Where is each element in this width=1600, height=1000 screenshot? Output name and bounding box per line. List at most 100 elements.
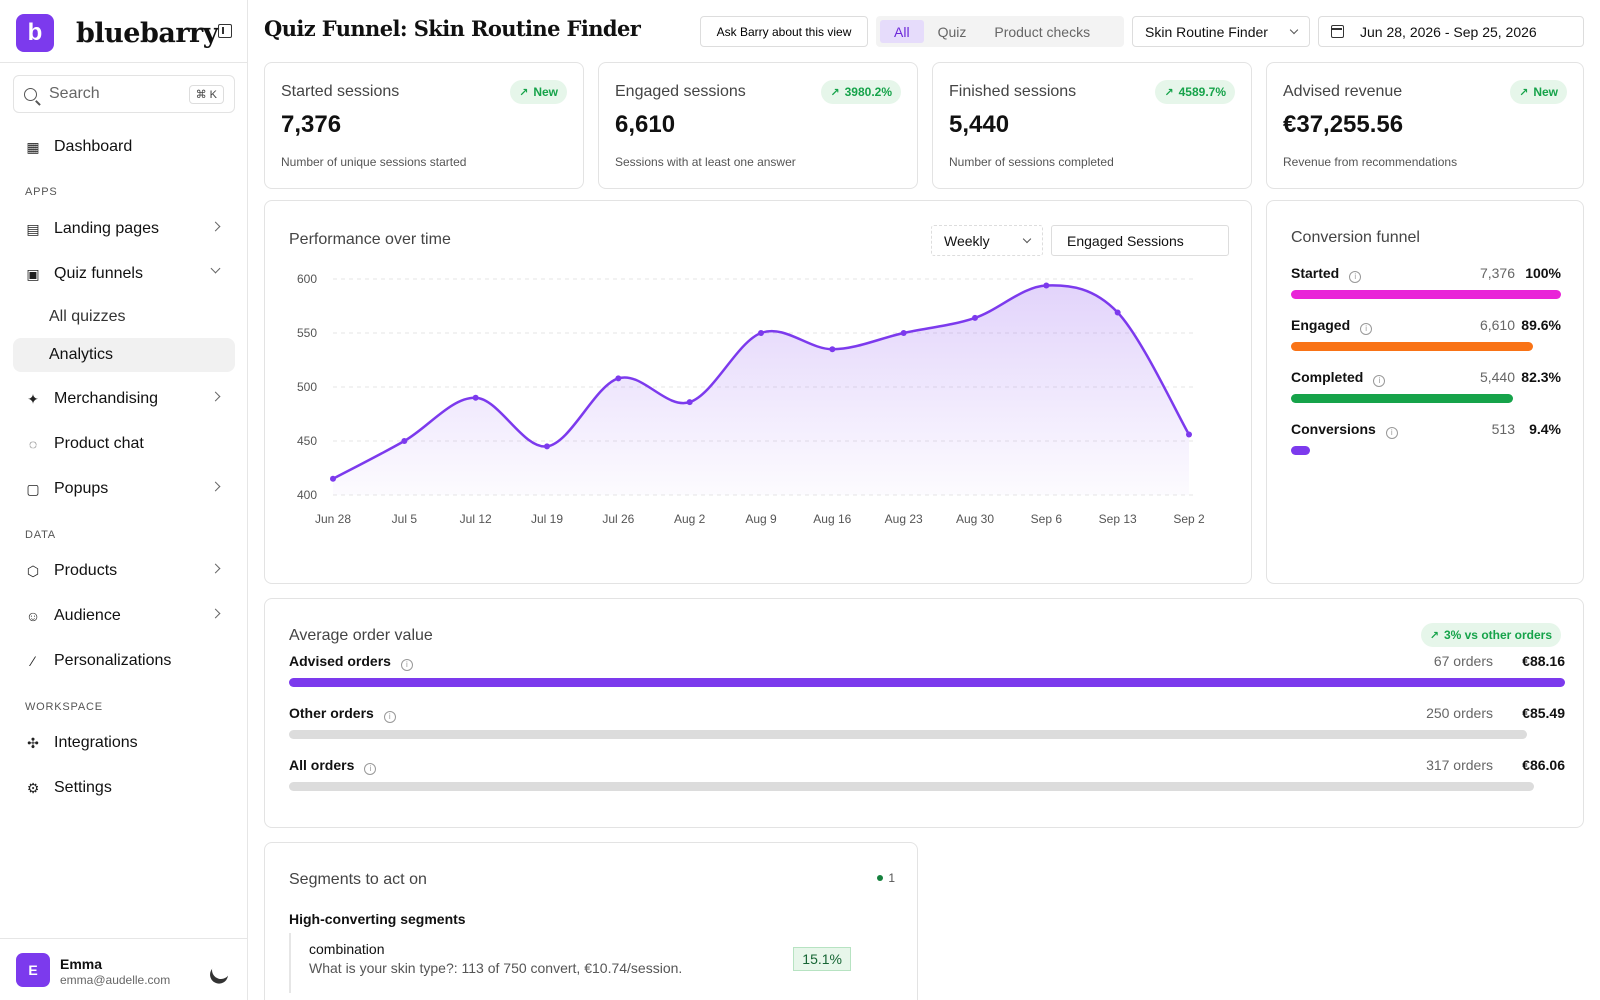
aov-order-count: 250 orders <box>1426 705 1493 721</box>
x-tick-label: Jul 5 <box>392 512 418 526</box>
funnel-row-engaged: Engaged i 6,610 89.6% <box>1291 317 1561 357</box>
funnel-percent: 9.4% <box>1529 421 1561 437</box>
series-area <box>333 285 1189 495</box>
sidebar-item-dashboard[interactable]: ▦ Dashboard <box>13 130 235 164</box>
search-input[interactable]: Search ⌘ K <box>13 75 235 113</box>
aov-bar <box>289 678 1565 687</box>
interval-select[interactable]: Weekly <box>931 225 1043 256</box>
data-point[interactable] <box>972 314 978 321</box>
filter-all[interactable]: All <box>880 20 924 43</box>
info-icon[interactable]: i <box>1373 375 1386 387</box>
user-name: Emma <box>60 956 103 972</box>
segment-item[interactable]: combination What is your skin type?: 113… <box>289 933 879 993</box>
sidebar-item-integrations[interactable]: ✣ Integrations <box>13 726 235 760</box>
interval-value: Weekly <box>944 232 990 249</box>
performance-card: Performance over time Weekly Engaged Ses… <box>264 200 1252 584</box>
filter-quiz[interactable]: Quiz <box>937 23 967 40</box>
sidebar-item-personalizations[interactable]: ⁄ Personalizations <box>13 644 235 678</box>
moon-icon[interactable] <box>209 958 234 983</box>
wand-icon: ⁄ <box>31 653 35 669</box>
metric-select[interactable]: Engaged Sessions <box>1051 225 1229 256</box>
chevron-right-icon <box>210 391 221 402</box>
chat-icon: ◌ <box>28 436 38 452</box>
filter-product-checks[interactable]: Product checks <box>994 23 1091 40</box>
performance-title: Performance over time <box>289 231 451 248</box>
funnel-bar <box>1291 394 1513 403</box>
ask-barry-button[interactable]: Ask Barry about this view <box>700 16 868 47</box>
kpi-value: €37,255.56 <box>1283 111 1404 138</box>
aov-order-count: 317 orders <box>1426 757 1493 773</box>
data-point[interactable] <box>615 375 622 382</box>
info-icon[interactable]: i <box>1349 271 1362 283</box>
kpi-card-revenue: Advised revenue ↗ New €37,255.56 Revenue … <box>1266 62 1584 189</box>
sidebar-item-audience[interactable]: ☺ Audience <box>13 599 235 633</box>
kpi-card-engaged: Engaged sessions ↗ 3980.2% 6,610 Sessions… <box>598 62 918 189</box>
data-point[interactable] <box>686 399 693 406</box>
user-profile[interactable]: E Emma emma@audelle.com <box>0 938 248 1000</box>
chevron-right-icon <box>210 563 221 574</box>
data-point[interactable] <box>1186 431 1192 438</box>
aov-label: All orders i <box>289 757 377 775</box>
funnel-percent: 89.6% <box>1521 317 1561 333</box>
info-icon[interactable]: i <box>383 711 396 723</box>
sidebar-item-analytics[interactable]: Analytics <box>13 338 235 372</box>
arrow-up-right-icon: ↗ <box>1429 629 1439 642</box>
sidebar-item-merchandising[interactable]: ✦ Merchandising <box>13 382 235 416</box>
data-point[interactable] <box>330 475 336 482</box>
data-point[interactable] <box>900 330 907 336</box>
chevron-right-icon <box>210 221 221 232</box>
sidebar-item-label: Products <box>54 562 118 579</box>
sidebar-collapse-icon[interactable] <box>218 24 232 38</box>
data-point[interactable] <box>758 330 764 336</box>
data-point[interactable] <box>401 438 408 444</box>
sidebar-item-label: Popups <box>54 480 109 497</box>
x-tick-label: Sep 13 <box>1099 512 1137 526</box>
funnel-count: 7,376 <box>1479 265 1515 281</box>
data-point[interactable] <box>472 394 479 401</box>
x-tick-label: Aug 9 <box>745 512 777 526</box>
sidebar-item-label: Landing pages <box>54 220 159 237</box>
calendar-icon <box>1331 25 1344 38</box>
info-icon[interactable]: i <box>400 659 413 671</box>
data-point[interactable] <box>1043 282 1050 289</box>
funnel-label: Conversions i <box>1291 421 1398 439</box>
aov-value: €86.06 <box>1522 757 1565 773</box>
x-tick-label: Jul 19 <box>531 512 563 526</box>
sidebar-item-popups[interactable]: ▢ Popups <box>13 472 235 506</box>
sidebar-item-products[interactable]: ⬡ Products <box>13 554 235 588</box>
data-point[interactable] <box>544 443 550 450</box>
info-icon[interactable]: i <box>1360 323 1373 335</box>
status-badge: ↗ 4589.7% <box>1155 80 1235 104</box>
funnel-title: Conversion funnel <box>1291 229 1420 246</box>
sidebar-item-label: Personalizations <box>54 652 172 669</box>
sidebar: b bluebarry Search ⌘ K ▦ Dashboard APPS … <box>0 0 248 1000</box>
data-point[interactable] <box>1114 309 1121 316</box>
aov-order-count: 67 orders <box>1433 653 1493 669</box>
status-badge: ↗ New <box>510 80 567 104</box>
kpi-description: Revenue from recommendations <box>1283 155 1458 169</box>
date-range-picker[interactable]: Jun 28, 2026 - Sep 25, 2026 <box>1318 16 1584 47</box>
sidebar-item-label: Dashboard <box>54 138 133 155</box>
funnel-bar <box>1291 342 1533 351</box>
quiz-select[interactable]: Skin Routine Finder <box>1132 16 1310 47</box>
aov-title: Average order value <box>289 627 433 644</box>
info-icon[interactable]: i <box>364 763 377 775</box>
data-point[interactable] <box>829 346 836 353</box>
aov-badge: ↗ 3% vs other orders <box>1420 623 1561 647</box>
status-badge: ↗ New <box>1510 80 1567 104</box>
kpi-description: Number of sessions completed <box>949 155 1114 169</box>
funnel-count: 5,440 <box>1479 369 1515 385</box>
kpi-description: Sessions with at least one answer <box>615 155 796 169</box>
sidebar-item-landing-pages[interactable]: ▤ Landing pages <box>13 212 235 246</box>
sidebar-item-product-chat[interactable]: ◌ Product chat <box>13 427 235 461</box>
avatar: E <box>16 953 50 987</box>
brand[interactable]: b bluebarry <box>16 14 218 52</box>
info-icon[interactable]: i <box>1385 427 1398 439</box>
chevron-down-icon <box>210 263 221 274</box>
aov-bar <box>289 782 1534 791</box>
sidebar-item-label: Integrations <box>54 734 138 751</box>
funnel-row-conversions: Conversions i 513 9.4% <box>1291 421 1561 461</box>
sidebar-item-quiz-funnels[interactable]: ▣ Quiz funnels <box>13 257 235 291</box>
sidebar-item-all-quizzes[interactable]: All quizzes <box>49 308 126 325</box>
sidebar-item-settings[interactable]: ⚙ Settings <box>13 771 235 805</box>
